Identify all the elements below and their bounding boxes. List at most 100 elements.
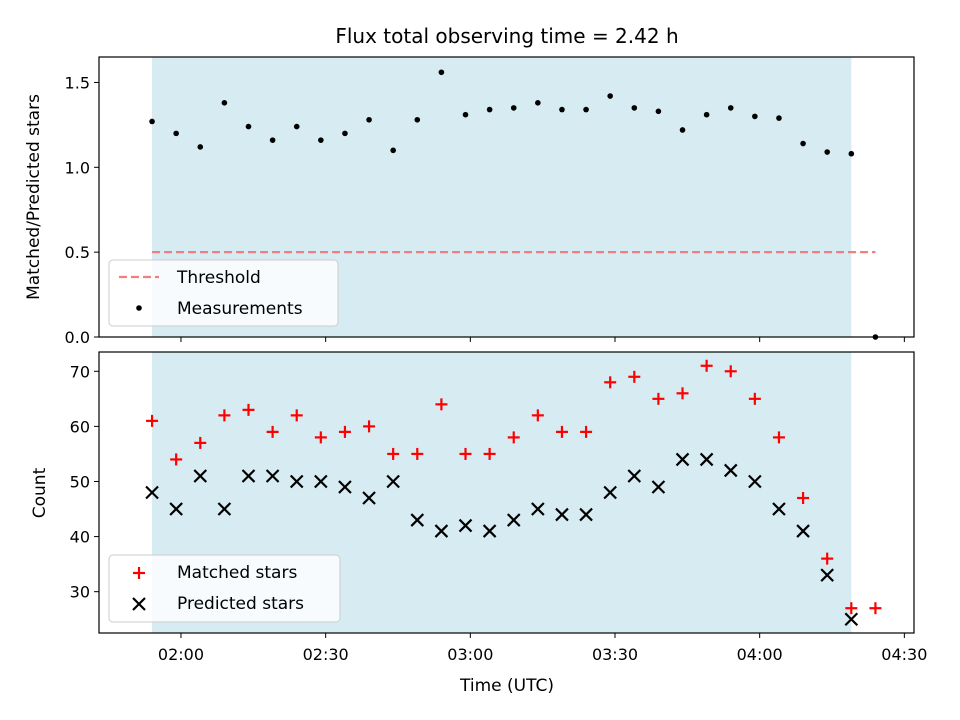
legend-predicted-swatch (132, 597, 146, 611)
predicted-star-point (531, 502, 545, 516)
predicted-star-point (314, 474, 328, 489)
predicted-star-point (458, 518, 473, 533)
predicted-star-point (217, 502, 232, 516)
top-y-axis-label: Matched/Predicted stars (24, 94, 44, 300)
measurement-point (221, 100, 228, 106)
measurement-point (438, 69, 445, 76)
predicted-star-point (145, 485, 159, 500)
matched-star-point (531, 409, 544, 422)
measurement-point (655, 108, 662, 115)
measurement-point (269, 137, 276, 143)
predicted-star-point (699, 452, 714, 467)
legend-cross-mark (132, 597, 146, 611)
measurement-point (414, 116, 421, 123)
predicted-star-point (748, 474, 762, 489)
measurement-point (149, 118, 155, 125)
measurement-point (318, 137, 324, 143)
measurement-point (510, 105, 517, 111)
matched-star-point (387, 447, 400, 460)
measurement-point (173, 130, 179, 137)
matched-star-point (435, 398, 448, 411)
bottom-y-tick-label: 60 (70, 417, 90, 436)
matched-star-point (483, 447, 496, 460)
predicted-star-point (506, 513, 521, 527)
x-tick-label: 02:00 (158, 645, 204, 664)
matched-star-point (290, 409, 303, 422)
matched-star-point (314, 431, 327, 444)
x-tick-label: 04:00 (737, 645, 783, 664)
predicted-star-point (627, 469, 642, 483)
measurement-point (342, 130, 348, 137)
matched-star-point (628, 370, 641, 383)
measurement-point (535, 100, 541, 106)
bottom-y-tick-label: 70 (70, 362, 90, 381)
measurement-point (462, 111, 469, 118)
measurement-point (727, 105, 734, 111)
bottom-legend-box (108, 554, 341, 623)
predicted-star-point (265, 469, 280, 483)
matched-star-point (797, 492, 810, 505)
matched-star-point (170, 453, 183, 466)
measurement-point (824, 149, 830, 155)
legend-threshold-label: Threshold (176, 268, 261, 288)
measurement-point (559, 106, 565, 113)
top-legend-box (108, 259, 339, 327)
matched-star-point (772, 431, 785, 444)
measurement-point (776, 115, 782, 121)
measurement-point (752, 113, 758, 120)
measurement-point (848, 150, 855, 157)
measurement-point (607, 93, 613, 99)
top-axes-frame (98, 56, 915, 338)
measurement-point (486, 106, 493, 113)
bottom-y-axis-label: Count (30, 467, 50, 518)
bottom-y-tick-label: 40 (70, 528, 90, 547)
matched-star-point (652, 392, 665, 405)
x-tick-label: 03:30 (592, 645, 638, 664)
matched-star-point (724, 365, 737, 378)
measurement-point (679, 127, 686, 133)
measurement-point (366, 116, 372, 123)
measurement-point (245, 123, 252, 130)
matched-star-point (338, 425, 351, 438)
matched-star-point (845, 602, 858, 615)
predicted-star-point (338, 480, 352, 494)
matched-star-point (146, 414, 159, 427)
matched-star-point (218, 409, 231, 422)
x-axis-label: Time (UTC) (459, 676, 554, 696)
bottom-y-tick-label: 30 (70, 583, 90, 602)
measurement-point (631, 105, 638, 111)
top-y-tick-label: 0.5 (65, 243, 90, 262)
measurement-point (197, 144, 204, 150)
x-tick-label: 04:30 (881, 645, 927, 664)
measurement-point (800, 140, 806, 147)
matched-star-point (869, 602, 882, 615)
matched-star-point (266, 425, 279, 438)
legend-plus-mark (133, 567, 145, 579)
measurement-point (390, 147, 396, 154)
matched-star-point (580, 425, 593, 438)
predicted-star-point (820, 568, 834, 582)
x-tick-label: 03:00 (447, 645, 493, 664)
x-tick-label: 02:30 (303, 645, 349, 664)
matched-star-point (363, 420, 376, 433)
matched-star-point (507, 431, 520, 444)
predicted-star-point (169, 502, 183, 516)
matched-star-point (700, 359, 713, 372)
chart-title: Flux total observing time = 2.42 h (335, 24, 678, 48)
top-y-tick-label: 1.0 (65, 158, 90, 177)
measurement-point (583, 106, 589, 113)
predicted-star-point (289, 474, 304, 489)
top-legend: Threshold Measurements (108, 259, 339, 327)
bottom-axes-frame (98, 351, 915, 634)
legend-predicted-label: Predicted stars (177, 594, 304, 614)
legend-measurements-swatch (136, 305, 142, 311)
legend-matched-label: Matched stars (177, 563, 297, 583)
predicted-star-point (844, 612, 859, 627)
matched-star-point (676, 387, 689, 400)
predicted-star-point (555, 507, 569, 522)
predicted-star-point (651, 480, 666, 494)
bottom-y-tick-label: 50 (70, 472, 90, 491)
predicted-star-point (482, 524, 497, 538)
predicted-star-point (603, 485, 617, 500)
